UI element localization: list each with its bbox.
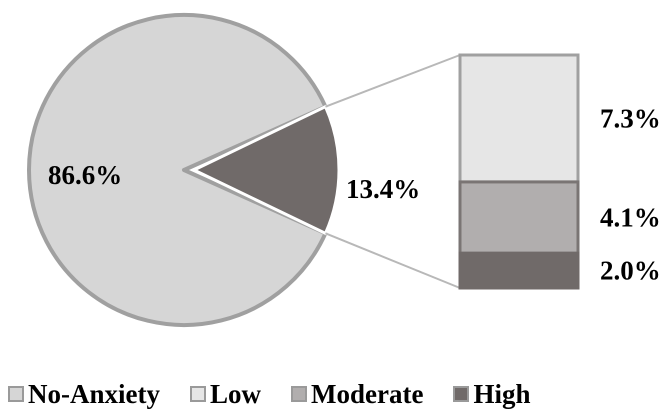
connector-line-bottom xyxy=(325,232,461,289)
legend-label-no-anxiety: No-Anxiety xyxy=(28,378,160,409)
legend-item-no-anxiety: No-Anxiety xyxy=(8,379,160,410)
legend-label-low: Low xyxy=(209,378,261,409)
legend-swatch-low xyxy=(189,386,206,402)
legend-item-high: High xyxy=(453,379,530,410)
bar-segment-low xyxy=(458,53,580,184)
bar-segment-high xyxy=(458,251,580,290)
pie-slice-86-6 xyxy=(27,13,328,327)
bar-label-low: 7.3% xyxy=(600,103,661,133)
legend-label-high: High xyxy=(473,378,531,409)
legend-swatch-no-anxiety xyxy=(8,386,24,402)
bar-segment-moderate xyxy=(458,180,580,255)
pie-slice-13-4 xyxy=(190,104,341,236)
legend-swatch-high xyxy=(453,386,470,402)
legend: No-Anxiety Low Moderate High xyxy=(8,378,560,410)
legend-swatch-moderate xyxy=(291,386,307,402)
bar-label-moderate: 4.1% xyxy=(600,203,661,233)
legend-label-moderate: Moderate xyxy=(311,378,424,409)
pie-label-13-4: 13.4% xyxy=(346,174,420,204)
legend-item-low: Low xyxy=(189,378,261,410)
bar-label-high: 2.0% xyxy=(600,256,661,286)
connector-line-top xyxy=(325,54,461,108)
legend-item-moderate: Moderate xyxy=(291,379,423,410)
pie-label-86-6: 86.6% xyxy=(48,160,122,190)
